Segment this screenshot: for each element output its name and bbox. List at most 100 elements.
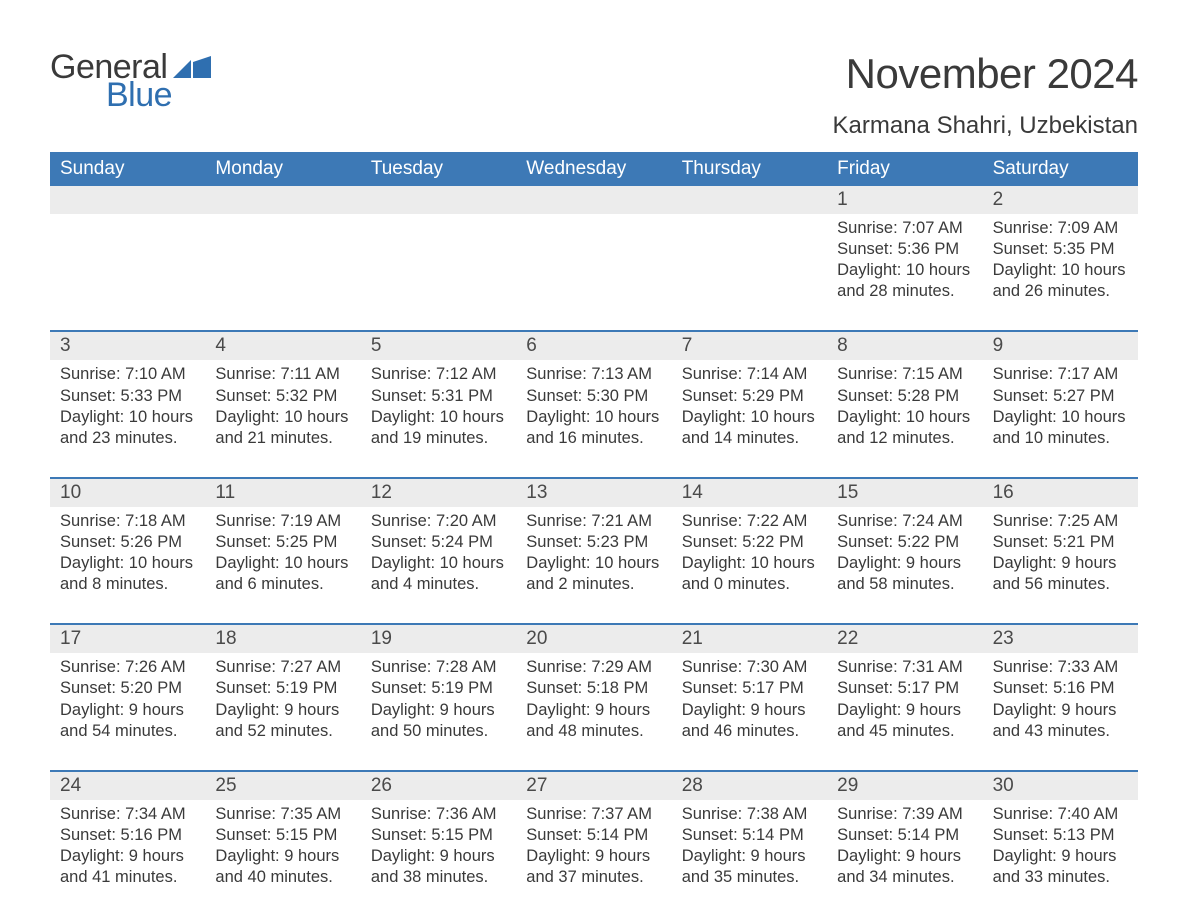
day-number: 29 bbox=[827, 772, 982, 800]
daylight-text: Daylight: 10 hours bbox=[993, 260, 1128, 281]
day-cell bbox=[516, 214, 671, 310]
daynum-strip: 10111213141516 bbox=[50, 479, 1138, 507]
sunset-text: Sunset: 5:20 PM bbox=[60, 678, 195, 699]
daylight-text: and 46 minutes. bbox=[682, 721, 817, 742]
calendar: Sunday Monday Tuesday Wednesday Thursday… bbox=[50, 152, 1138, 896]
brand-logo: General Blue bbox=[50, 50, 211, 112]
sunset-text: Sunset: 5:22 PM bbox=[682, 532, 817, 553]
day-number: 25 bbox=[205, 772, 360, 800]
daylight-text: Daylight: 9 hours bbox=[215, 700, 350, 721]
day-number: 26 bbox=[361, 772, 516, 800]
daylight-text: Daylight: 10 hours bbox=[526, 407, 661, 428]
daylight-text: Daylight: 9 hours bbox=[682, 700, 817, 721]
day-cell bbox=[361, 214, 516, 310]
daylight-text: and 54 minutes. bbox=[60, 721, 195, 742]
daylight-text: Daylight: 10 hours bbox=[60, 407, 195, 428]
sunrise-text: Sunrise: 7:33 AM bbox=[993, 657, 1128, 678]
sunrise-text: Sunrise: 7:13 AM bbox=[526, 364, 661, 385]
day-number: 4 bbox=[205, 332, 360, 360]
day-cell: Sunrise: 7:25 AMSunset: 5:21 PMDaylight:… bbox=[983, 507, 1138, 603]
sunrise-text: Sunrise: 7:38 AM bbox=[682, 804, 817, 825]
dow-tuesday: Tuesday bbox=[361, 152, 516, 186]
sunset-text: Sunset: 5:15 PM bbox=[371, 825, 506, 846]
sunrise-text: Sunrise: 7:29 AM bbox=[526, 657, 661, 678]
sunset-text: Sunset: 5:32 PM bbox=[215, 386, 350, 407]
daylight-text: Daylight: 9 hours bbox=[837, 553, 972, 574]
day-cell: Sunrise: 7:20 AMSunset: 5:24 PMDaylight:… bbox=[361, 507, 516, 603]
daylight-text: Daylight: 9 hours bbox=[60, 846, 195, 867]
day-number: 1 bbox=[827, 186, 982, 214]
day-number bbox=[205, 186, 360, 214]
daylight-text: Daylight: 9 hours bbox=[837, 700, 972, 721]
sunrise-text: Sunrise: 7:10 AM bbox=[60, 364, 195, 385]
sunset-text: Sunset: 5:23 PM bbox=[526, 532, 661, 553]
sunrise-text: Sunrise: 7:36 AM bbox=[371, 804, 506, 825]
day-number: 2 bbox=[983, 186, 1138, 214]
day-number bbox=[361, 186, 516, 214]
daylight-text: Daylight: 9 hours bbox=[371, 700, 506, 721]
day-number: 23 bbox=[983, 625, 1138, 653]
day-cell: Sunrise: 7:40 AMSunset: 5:13 PMDaylight:… bbox=[983, 800, 1138, 896]
dow-wednesday: Wednesday bbox=[516, 152, 671, 186]
daylight-text: Daylight: 9 hours bbox=[526, 846, 661, 867]
weeks-container: 12Sunrise: 7:07 AMSunset: 5:36 PMDayligh… bbox=[50, 186, 1138, 896]
daylight-text: Daylight: 9 hours bbox=[993, 846, 1128, 867]
sunset-text: Sunset: 5:16 PM bbox=[993, 678, 1128, 699]
day-number: 15 bbox=[827, 479, 982, 507]
day-number: 3 bbox=[50, 332, 205, 360]
daylight-text: Daylight: 10 hours bbox=[215, 553, 350, 574]
day-number: 14 bbox=[672, 479, 827, 507]
day-cell: Sunrise: 7:12 AMSunset: 5:31 PMDaylight:… bbox=[361, 360, 516, 456]
week-row: 17181920212223Sunrise: 7:26 AMSunset: 5:… bbox=[50, 623, 1138, 749]
sunrise-text: Sunrise: 7:21 AM bbox=[526, 511, 661, 532]
day-number: 16 bbox=[983, 479, 1138, 507]
sunset-text: Sunset: 5:16 PM bbox=[60, 825, 195, 846]
day-cell: Sunrise: 7:13 AMSunset: 5:30 PMDaylight:… bbox=[516, 360, 671, 456]
day-number: 12 bbox=[361, 479, 516, 507]
sunset-text: Sunset: 5:33 PM bbox=[60, 386, 195, 407]
sunset-text: Sunset: 5:35 PM bbox=[993, 239, 1128, 260]
day-cell: Sunrise: 7:14 AMSunset: 5:29 PMDaylight:… bbox=[672, 360, 827, 456]
daylight-text: and 16 minutes. bbox=[526, 428, 661, 449]
dow-thursday: Thursday bbox=[672, 152, 827, 186]
daylight-text: Daylight: 10 hours bbox=[682, 407, 817, 428]
sunset-text: Sunset: 5:17 PM bbox=[682, 678, 817, 699]
sunrise-text: Sunrise: 7:11 AM bbox=[215, 364, 350, 385]
sunset-text: Sunset: 5:14 PM bbox=[526, 825, 661, 846]
sunset-text: Sunset: 5:31 PM bbox=[371, 386, 506, 407]
daylight-text: and 19 minutes. bbox=[371, 428, 506, 449]
day-cell: Sunrise: 7:15 AMSunset: 5:28 PMDaylight:… bbox=[827, 360, 982, 456]
dow-saturday: Saturday bbox=[983, 152, 1138, 186]
sunset-text: Sunset: 5:19 PM bbox=[215, 678, 350, 699]
sunset-text: Sunset: 5:29 PM bbox=[682, 386, 817, 407]
page-title: November 2024 bbox=[833, 50, 1138, 98]
sunrise-text: Sunrise: 7:39 AM bbox=[837, 804, 972, 825]
daynum-strip: 12 bbox=[50, 186, 1138, 214]
day-number: 10 bbox=[50, 479, 205, 507]
daylight-text: Daylight: 9 hours bbox=[60, 700, 195, 721]
daylight-text: and 14 minutes. bbox=[682, 428, 817, 449]
sunrise-text: Sunrise: 7:37 AM bbox=[526, 804, 661, 825]
day-cell: Sunrise: 7:30 AMSunset: 5:17 PMDaylight:… bbox=[672, 653, 827, 749]
daylight-text: and 48 minutes. bbox=[526, 721, 661, 742]
day-number bbox=[50, 186, 205, 214]
daylight-text: and 21 minutes. bbox=[215, 428, 350, 449]
day-cell bbox=[50, 214, 205, 310]
sunrise-text: Sunrise: 7:20 AM bbox=[371, 511, 506, 532]
daylight-text: and 0 minutes. bbox=[682, 574, 817, 595]
daylight-text: and 26 minutes. bbox=[993, 281, 1128, 302]
daylight-text: and 10 minutes. bbox=[993, 428, 1128, 449]
sunrise-text: Sunrise: 7:27 AM bbox=[215, 657, 350, 678]
sunset-text: Sunset: 5:13 PM bbox=[993, 825, 1128, 846]
title-block: November 2024 Karmana Shahri, Uzbekistan bbox=[833, 50, 1138, 140]
sunset-text: Sunset: 5:26 PM bbox=[60, 532, 195, 553]
daylight-text: and 43 minutes. bbox=[993, 721, 1128, 742]
day-number: 18 bbox=[205, 625, 360, 653]
daynum-strip: 24252627282930 bbox=[50, 772, 1138, 800]
sunrise-text: Sunrise: 7:31 AM bbox=[837, 657, 972, 678]
location-label: Karmana Shahri, Uzbekistan bbox=[833, 112, 1138, 140]
day-cell: Sunrise: 7:11 AMSunset: 5:32 PMDaylight:… bbox=[205, 360, 360, 456]
day-number: 24 bbox=[50, 772, 205, 800]
day-cell: Sunrise: 7:28 AMSunset: 5:19 PMDaylight:… bbox=[361, 653, 516, 749]
day-cell: Sunrise: 7:29 AMSunset: 5:18 PMDaylight:… bbox=[516, 653, 671, 749]
